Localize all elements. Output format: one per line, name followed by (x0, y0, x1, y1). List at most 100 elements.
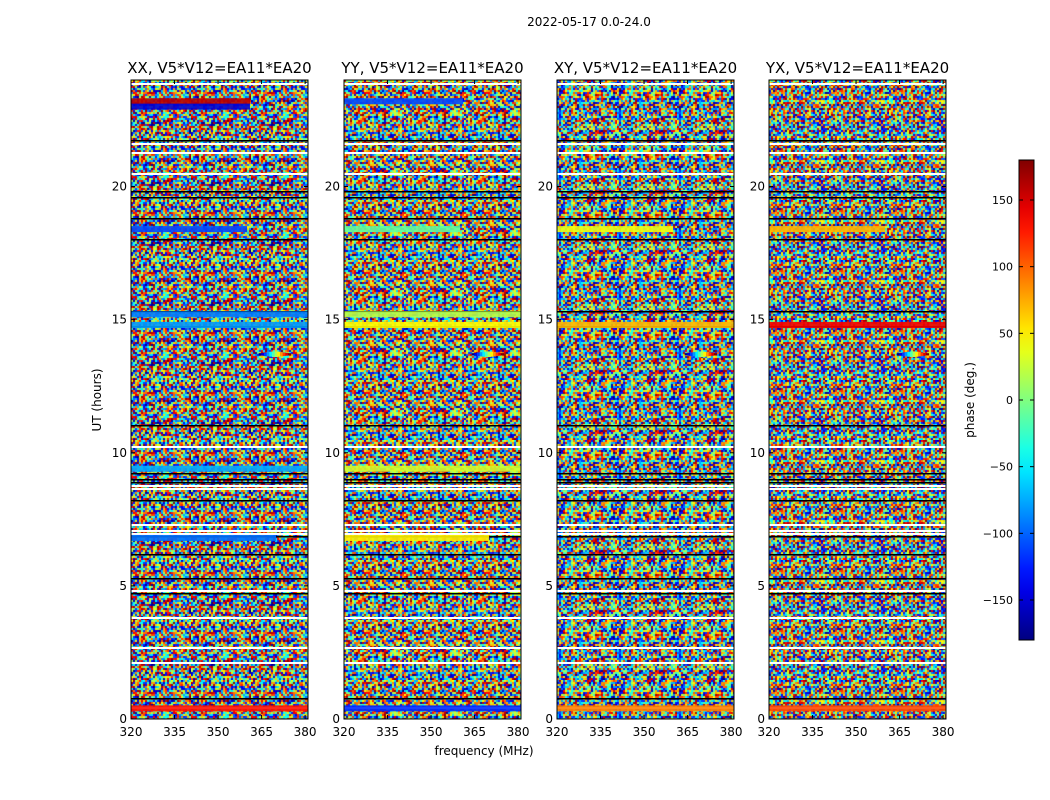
fringe-segment (700, 351, 704, 358)
dark-row (557, 311, 734, 313)
fringe-segment (476, 352, 481, 357)
dark-row (557, 482, 734, 484)
fringe-segment (703, 351, 707, 357)
flagged-row (131, 152, 308, 154)
flagged-row (769, 152, 946, 154)
fringe-segment (708, 352, 712, 357)
flagged-row (131, 647, 308, 649)
x-tick-label: 335 (376, 725, 399, 739)
fringe-segment (500, 353, 505, 356)
fringe-segment (279, 352, 284, 357)
fringe-segment (282, 352, 286, 357)
dark-row (769, 500, 946, 502)
flagged-row (344, 590, 521, 592)
phase-band (769, 226, 886, 233)
colorbar-tick-label: −100 (983, 527, 1013, 540)
dark-row (344, 479, 521, 481)
y-tick-label: 5 (545, 579, 553, 593)
dark-row (769, 218, 946, 220)
fringe-segment (896, 353, 900, 356)
dark-row (769, 191, 946, 193)
fringe-segment (684, 353, 688, 356)
flagged-row (131, 662, 308, 664)
flagged-row (557, 533, 734, 535)
panel-yy: YY, V5*V12=EA11*EA20 320 335 350 365 380 0 5 10 1… (325, 59, 530, 739)
phase-band (131, 226, 248, 233)
dark-row (557, 191, 734, 193)
dark-row (557, 536, 734, 538)
fringe-segment (261, 352, 265, 356)
panel-title: YX, V5*V12=EA11*EA20 (765, 59, 949, 77)
dark-row (557, 479, 734, 481)
dark-row (131, 554, 308, 556)
fringe-segment (915, 351, 919, 357)
dark-row (557, 578, 734, 580)
dark-row (557, 140, 734, 142)
fringe-segment (266, 352, 270, 357)
fringe-segment (484, 351, 489, 358)
x-tick-label: 380 (294, 725, 317, 739)
flagged-row (769, 530, 946, 532)
dark-row (557, 197, 734, 199)
x-tick-label: 320 (546, 725, 569, 739)
flagged-row (557, 488, 734, 490)
flagged-row (131, 446, 308, 448)
dark-row (557, 473, 734, 475)
fringe-segment (474, 352, 478, 356)
colorbar-tick-label: 0 (1006, 394, 1013, 407)
phase-band (131, 705, 308, 712)
phase-band (344, 321, 521, 328)
fringe-segment (285, 352, 289, 356)
fringe-segment (899, 352, 903, 356)
fringe-segment (490, 351, 494, 357)
y-tick-label: 0 (119, 712, 127, 726)
panel-xy: XY, V5*V12=EA11*EA20 320 335 350 365 380 0 5 10 1… (538, 59, 743, 739)
fringe-segment (498, 352, 502, 356)
dark-row (131, 500, 308, 502)
phase-noise-image (557, 80, 734, 719)
dark-row (131, 191, 308, 193)
fringe-segment (917, 352, 922, 357)
x-tick-label: 380 (507, 725, 530, 739)
dark-row (344, 500, 521, 502)
phase-noise-image (344, 80, 521, 719)
colorbar: −150 −100 −50 0 50 100 150 phase (deg.) (963, 159, 1035, 641)
y-tick-label: 20 (325, 180, 340, 194)
y-tick-label: 5 (757, 579, 765, 593)
colorbar-tick-label: 100 (992, 261, 1013, 274)
x-tick-label: 335 (801, 725, 824, 739)
dark-row (344, 425, 521, 427)
fringe-segment (697, 351, 702, 358)
flagged-row (344, 152, 521, 154)
phase-band (557, 705, 734, 712)
flagged-row (344, 488, 521, 490)
dark-row (344, 191, 521, 193)
flagged-row (344, 662, 521, 664)
flagged-row (131, 488, 308, 490)
dark-row (344, 239, 521, 241)
flagged-row (131, 83, 308, 85)
x-tick-label: 365 (676, 725, 699, 739)
panel-title: XY, V5*V12=EA11*EA20 (554, 59, 737, 77)
panel-xx: XX, V5*V12=EA11*EA20 320 335 350 365 380 0 5 10 1… (112, 59, 317, 739)
fringe-segment (687, 352, 691, 356)
flagged-row (344, 617, 521, 619)
fringe-segment (269, 351, 273, 357)
flagged-row (131, 533, 308, 535)
x-tick-label: 320 (758, 725, 781, 739)
colorbar-tick-label: 50 (999, 327, 1013, 340)
dark-row (557, 425, 734, 427)
phase-band (769, 705, 946, 712)
fringe-segment (271, 351, 276, 358)
x-tick-label: 365 (250, 725, 273, 739)
flagged-row (557, 152, 734, 154)
flagged-row (344, 530, 521, 532)
y-tick-label: 0 (757, 712, 765, 726)
dark-row (769, 311, 946, 313)
flagged-row (131, 143, 308, 145)
flagged-row (769, 533, 946, 535)
flagged-row (769, 83, 946, 85)
dark-row (344, 593, 521, 595)
phase-band (344, 311, 521, 318)
flagged-row (557, 173, 734, 175)
